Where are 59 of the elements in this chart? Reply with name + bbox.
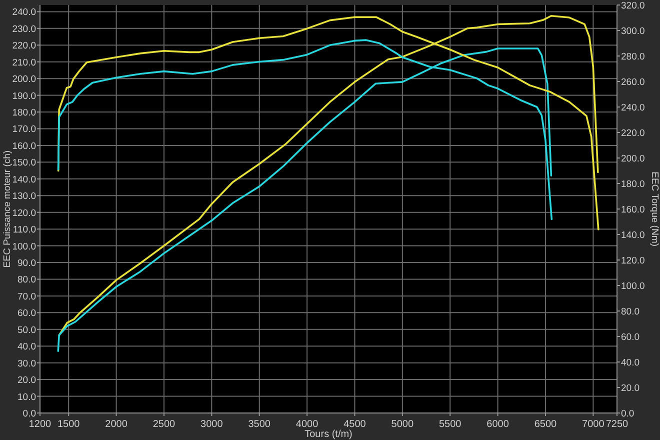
x-tick-label: 6500 xyxy=(534,419,558,430)
x-tick-label: 4000 xyxy=(296,419,319,430)
y2-tick-label: 120.0 xyxy=(621,256,645,266)
x-tick-label: 2000 xyxy=(105,419,128,430)
y2-tick-label: 320.0 xyxy=(621,0,645,12)
x-tick-label: 2500 xyxy=(152,419,176,430)
y-tick-label: 160.0 xyxy=(12,140,36,152)
y2-tick-label: 260.0 xyxy=(621,77,645,88)
y-tick-label: 10.0 xyxy=(18,392,36,403)
y2-tick-label: 240.0 xyxy=(621,102,645,114)
y-tick-label: 50.0 xyxy=(18,324,36,336)
y-tick-label: 70.0 xyxy=(18,291,36,302)
x-tick-label: 1200 xyxy=(28,419,52,430)
y-tick-label: 130.0 xyxy=(12,191,36,202)
y-tick-label: 150.0 xyxy=(12,158,36,169)
y-tick-label: 110.0 xyxy=(12,224,36,236)
y2-tick-label: 20.0 xyxy=(621,383,640,394)
y-tick-label: 100.0 xyxy=(12,241,36,252)
y2-tick-label: 180.0 xyxy=(621,179,645,190)
y2-tick-label: 0.0 xyxy=(621,408,634,420)
y-tick-label: 200.0 xyxy=(12,74,36,86)
y2-tick-label: 280.0 xyxy=(621,52,645,62)
x-tick-label: 7250 xyxy=(606,419,629,430)
y2-tick-label: 220.0 xyxy=(621,128,645,139)
x-tick-label: 6000 xyxy=(486,419,510,430)
x-tick-label: 7000 xyxy=(582,419,605,430)
y-tick-label: 230.0 xyxy=(12,24,36,35)
y2-axis-title: EEC Torque (Nm) xyxy=(649,172,660,246)
x-tick-label: 4500 xyxy=(344,419,366,430)
y2-tick-label: 300.0 xyxy=(621,26,645,37)
y-tick-label: 80.0 xyxy=(18,274,36,286)
x-tick-label: 3500 xyxy=(248,419,271,430)
y-tick-label: 30.0 xyxy=(18,358,36,370)
y-tick-label: 120.0 xyxy=(12,208,36,219)
y-tick-label: 90.0 xyxy=(18,258,36,270)
y-tick-label: 220.0 xyxy=(12,40,36,52)
y-tick-label: 20.0 xyxy=(18,375,36,386)
y-tick-label: 170.0 xyxy=(12,124,36,136)
y-axis-title: EEC Puissance moteur (ch) xyxy=(2,150,13,268)
y-tick-label: 190.0 xyxy=(12,90,36,102)
y-tick-label: 180.0 xyxy=(12,108,36,119)
x-tick-label: 3000 xyxy=(200,419,224,430)
y-tick-label: 0.0 xyxy=(22,408,36,420)
x-tick-label: 5000 xyxy=(391,419,414,430)
y-tick-label: 40.0 xyxy=(18,342,36,353)
y2-tick-label: 100.0 xyxy=(621,281,645,292)
y2-tick-label: 140.0 xyxy=(621,230,645,241)
x-tick-label: 1500 xyxy=(57,419,80,430)
x-tick-label: 5500 xyxy=(438,419,462,430)
y-tick-label: 140.0 xyxy=(12,174,36,186)
y2-tick-label: 200.0 xyxy=(621,154,645,164)
y2-tick-label: 40.0 xyxy=(621,358,640,368)
y2-tick-label: 160.0 xyxy=(621,204,645,216)
y-tick-label: 60.0 xyxy=(18,308,36,320)
y2-tick-label: 80.0 xyxy=(621,306,640,318)
x-axis-title: Tours (t/m) xyxy=(304,429,352,440)
y2-tick-label: 60.0 xyxy=(621,332,640,343)
y-tick-label: 210.0 xyxy=(12,57,36,68)
y-tick-label: 240.0 xyxy=(12,7,36,18)
